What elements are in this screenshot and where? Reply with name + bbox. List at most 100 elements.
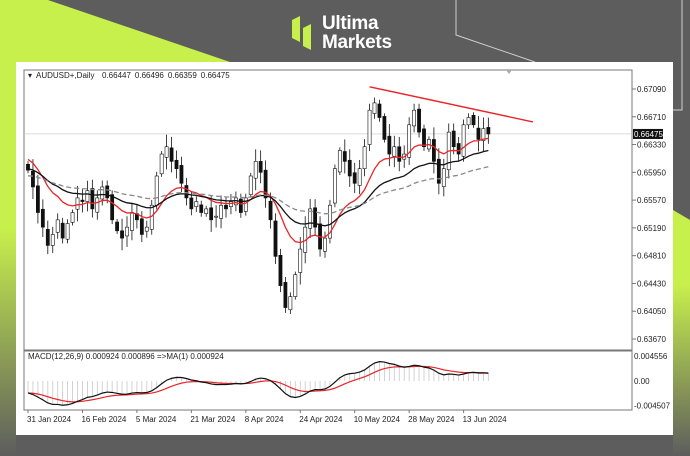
candle-body-bull	[412, 109, 417, 127]
candle	[159, 150, 164, 177]
main-pane-frame	[23, 69, 633, 351]
candle	[308, 199, 313, 239]
candle-body-bull	[298, 248, 303, 273]
candle-body-bull	[144, 226, 149, 232]
candle-body-bear	[45, 229, 50, 246]
candle-body-bear	[273, 220, 278, 257]
chart-header-symbol: AUDUSD+,Daily	[36, 71, 94, 80]
candle	[199, 200, 204, 217]
macd-header: MACD(12,26,9) 0.000924 0.000896 =>MA(1) …	[28, 352, 224, 361]
candle	[174, 150, 179, 179]
candle-body-bear	[342, 151, 347, 162]
candle	[417, 103, 421, 138]
candle-body-bear	[431, 139, 436, 162]
candle-body-bear	[189, 197, 194, 210]
candle-body-bear	[417, 108, 421, 133]
x-tick-label: 24 Apr 2024	[299, 415, 343, 424]
candle-body-bear	[209, 207, 214, 221]
candle-body-bear	[90, 188, 95, 210]
price-chart: 0.66447 0.66496 0.66359 0.66475 0.67090 0.667…	[23, 69, 671, 424]
candle	[288, 292, 293, 314]
candle-body-bear	[422, 128, 426, 148]
candle-body-bull	[95, 197, 100, 213]
candle-body-bear	[35, 185, 40, 213]
candle-body-bull	[367, 109, 372, 145]
candle-body-bear	[456, 143, 461, 155]
y-tick-label: 0.63670	[637, 335, 666, 344]
candle-body-bull	[214, 215, 219, 218]
candle	[347, 149, 352, 187]
ultima-markets-logo: Ultima Markets	[292, 14, 392, 52]
candle-body-bear	[31, 170, 35, 188]
x-tick-label: 31 Jan 2024	[27, 415, 72, 424]
candle	[278, 248, 283, 293]
candle-body-bear	[110, 194, 115, 221]
candle-body-bull	[243, 197, 248, 212]
candle	[224, 196, 228, 218]
x-tick-label: 21 Mar 2024	[190, 415, 235, 424]
y-tick-label: 0.65570	[637, 196, 666, 205]
candle-body-bull	[372, 102, 377, 114]
candle-body-bear	[238, 198, 243, 213]
candle	[204, 205, 209, 217]
candle	[481, 117, 486, 152]
candle-body-bear	[179, 165, 184, 184]
moving-average-2	[27, 149, 489, 227]
candle-body-bull	[248, 175, 253, 195]
candle-body-bear	[174, 159, 179, 169]
candle-body-bull	[441, 168, 446, 187]
candle	[253, 149, 258, 191]
candle-body-bear	[387, 135, 392, 155]
chart-header-symbol-arrow: ▾	[28, 71, 32, 80]
candle-body-bear	[476, 127, 481, 140]
candle	[377, 99, 382, 122]
current-price-tag	[633, 128, 663, 139]
macd-y-tick-label: 0.00	[634, 377, 650, 386]
candle	[367, 103, 372, 152]
candle-body-bull	[125, 226, 129, 237]
y-tick-label: 0.66330	[637, 141, 666, 150]
candle-body-bear	[184, 185, 189, 199]
candle-body-bull	[85, 190, 90, 202]
candle	[40, 199, 45, 237]
candle-body-bear	[397, 146, 402, 162]
candle	[273, 213, 278, 264]
logo-mark-icon	[292, 16, 311, 50]
candle	[461, 119, 466, 162]
candle-body-bull	[407, 124, 412, 158]
candle-body-bull	[154, 175, 159, 206]
candle	[214, 205, 219, 228]
candle	[154, 171, 159, 210]
candle-body-bear	[199, 204, 204, 213]
candle	[179, 156, 184, 192]
macd-y-tick-label: -0.004507	[634, 402, 671, 411]
candle-body-bull	[332, 168, 337, 204]
candle-body-bear	[224, 204, 228, 210]
candle-body-bull	[164, 146, 169, 158]
candle-body-bear	[139, 218, 144, 235]
candle	[120, 218, 124, 251]
candle-body-bear	[169, 147, 174, 162]
y-tick-label: 0.65950	[637, 168, 666, 177]
candle-body-bull	[204, 208, 209, 214]
moving-average-1	[27, 137, 489, 244]
candle	[387, 124, 392, 167]
candle-body-bull	[323, 237, 327, 252]
candle	[70, 209, 75, 226]
moving-average-3	[27, 166, 489, 215]
y-tick-label: 0.64050	[637, 307, 666, 316]
candle-body-bull	[308, 208, 313, 229]
y-tick-label: 0.65190	[637, 224, 666, 233]
candle	[90, 179, 95, 218]
candle-body-bear	[451, 130, 456, 148]
candle-body-bull	[159, 153, 164, 175]
resistance-trendline	[369, 86, 534, 123]
candle	[357, 159, 362, 195]
candle-body-bull	[100, 186, 105, 200]
candle-body-bear	[263, 169, 268, 199]
candle	[164, 134, 169, 170]
candle	[85, 180, 90, 212]
candle	[268, 192, 273, 229]
candle	[298, 237, 303, 285]
candle-body-bear	[377, 103, 382, 118]
